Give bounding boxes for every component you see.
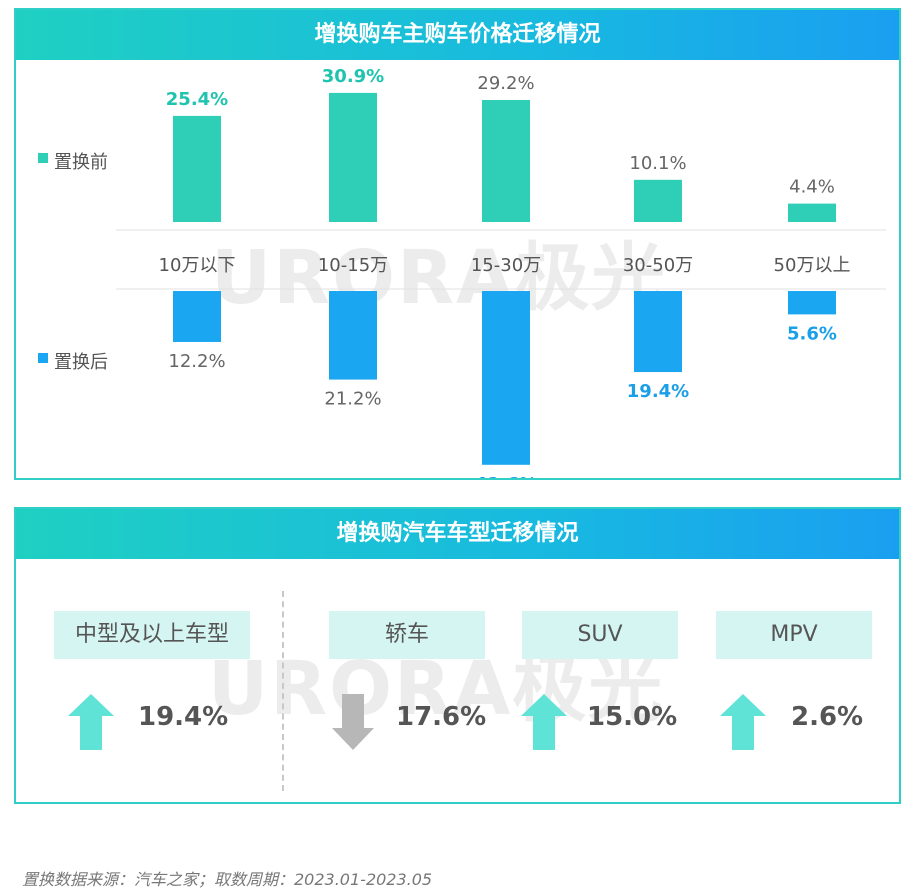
- type-label-mpv: MPV: [716, 611, 872, 659]
- data-label-before: 25.4%: [166, 89, 228, 110]
- bar-after: [788, 291, 836, 315]
- up-arrow-icon: [720, 694, 766, 750]
- bar-before: [329, 92, 377, 222]
- data-label-before: 30.9%: [322, 66, 384, 87]
- type-value-sedan: 17.6%: [396, 702, 487, 732]
- data-label-after: 5.6%: [787, 323, 837, 344]
- price-panel-title: 增换购车主购车价格迁移情况: [16, 10, 899, 60]
- up-arrow-icon: [68, 694, 114, 750]
- legend-swatch-1: [38, 353, 48, 363]
- data-label-after: 12.2%: [168, 351, 225, 372]
- bar-after: [173, 291, 221, 342]
- legend-label-0: 置换前: [54, 152, 108, 173]
- data-label-after: 21.2%: [324, 389, 381, 410]
- data-label-after: 41.6%: [475, 474, 537, 478]
- type-label-midsize: 中型及以上车型: [54, 611, 250, 659]
- type-migration-panel: 增换购汽车车型迁移情况 URORA极光 中型及以上车型 19.4% 轿车 17.…: [14, 507, 901, 804]
- bar-after: [329, 291, 377, 380]
- type-value-mpv: 2.6%: [791, 702, 864, 732]
- data-source-note: 置换数据来源：汽车之家；取数周期：2023.01-2023.05: [22, 870, 433, 889]
- category-label: 10-15万: [318, 255, 388, 276]
- bar-before: [482, 100, 530, 222]
- bar-before: [788, 203, 836, 222]
- type-label-suv: SUV: [522, 611, 678, 659]
- up-arrow-icon: [521, 694, 567, 750]
- legend-swatch-0: [38, 153, 48, 163]
- type-value-midsize: 19.4%: [138, 702, 229, 732]
- data-label-after: 19.4%: [627, 381, 689, 402]
- data-label-before: 29.2%: [477, 73, 534, 94]
- category-label: 30-50万: [623, 255, 693, 276]
- category-label: 10万以下: [159, 255, 236, 276]
- section-divider: [282, 591, 284, 791]
- bar-after: [634, 291, 682, 373]
- bar-after: [482, 291, 530, 465]
- price-migration-panel: 增换购车主购车价格迁移情况 URORA极光 置换前 置换后 10万以下 25.4% 12…: [14, 8, 901, 480]
- category-label: 50万以上: [774, 255, 851, 276]
- data-label-before: 10.1%: [629, 153, 686, 174]
- type-value-suv: 15.0%: [587, 702, 678, 732]
- data-label-before: 4.4%: [789, 177, 835, 198]
- bar-before: [173, 115, 221, 222]
- type-label-sedan: 轿车: [329, 611, 485, 659]
- category-label: 15-30万: [471, 255, 541, 276]
- legend-label-1: 置换后: [54, 352, 108, 373]
- bar-before: [634, 179, 682, 222]
- type-panel-title: 增换购汽车车型迁移情况: [16, 509, 899, 559]
- down-arrow-icon: [332, 694, 374, 750]
